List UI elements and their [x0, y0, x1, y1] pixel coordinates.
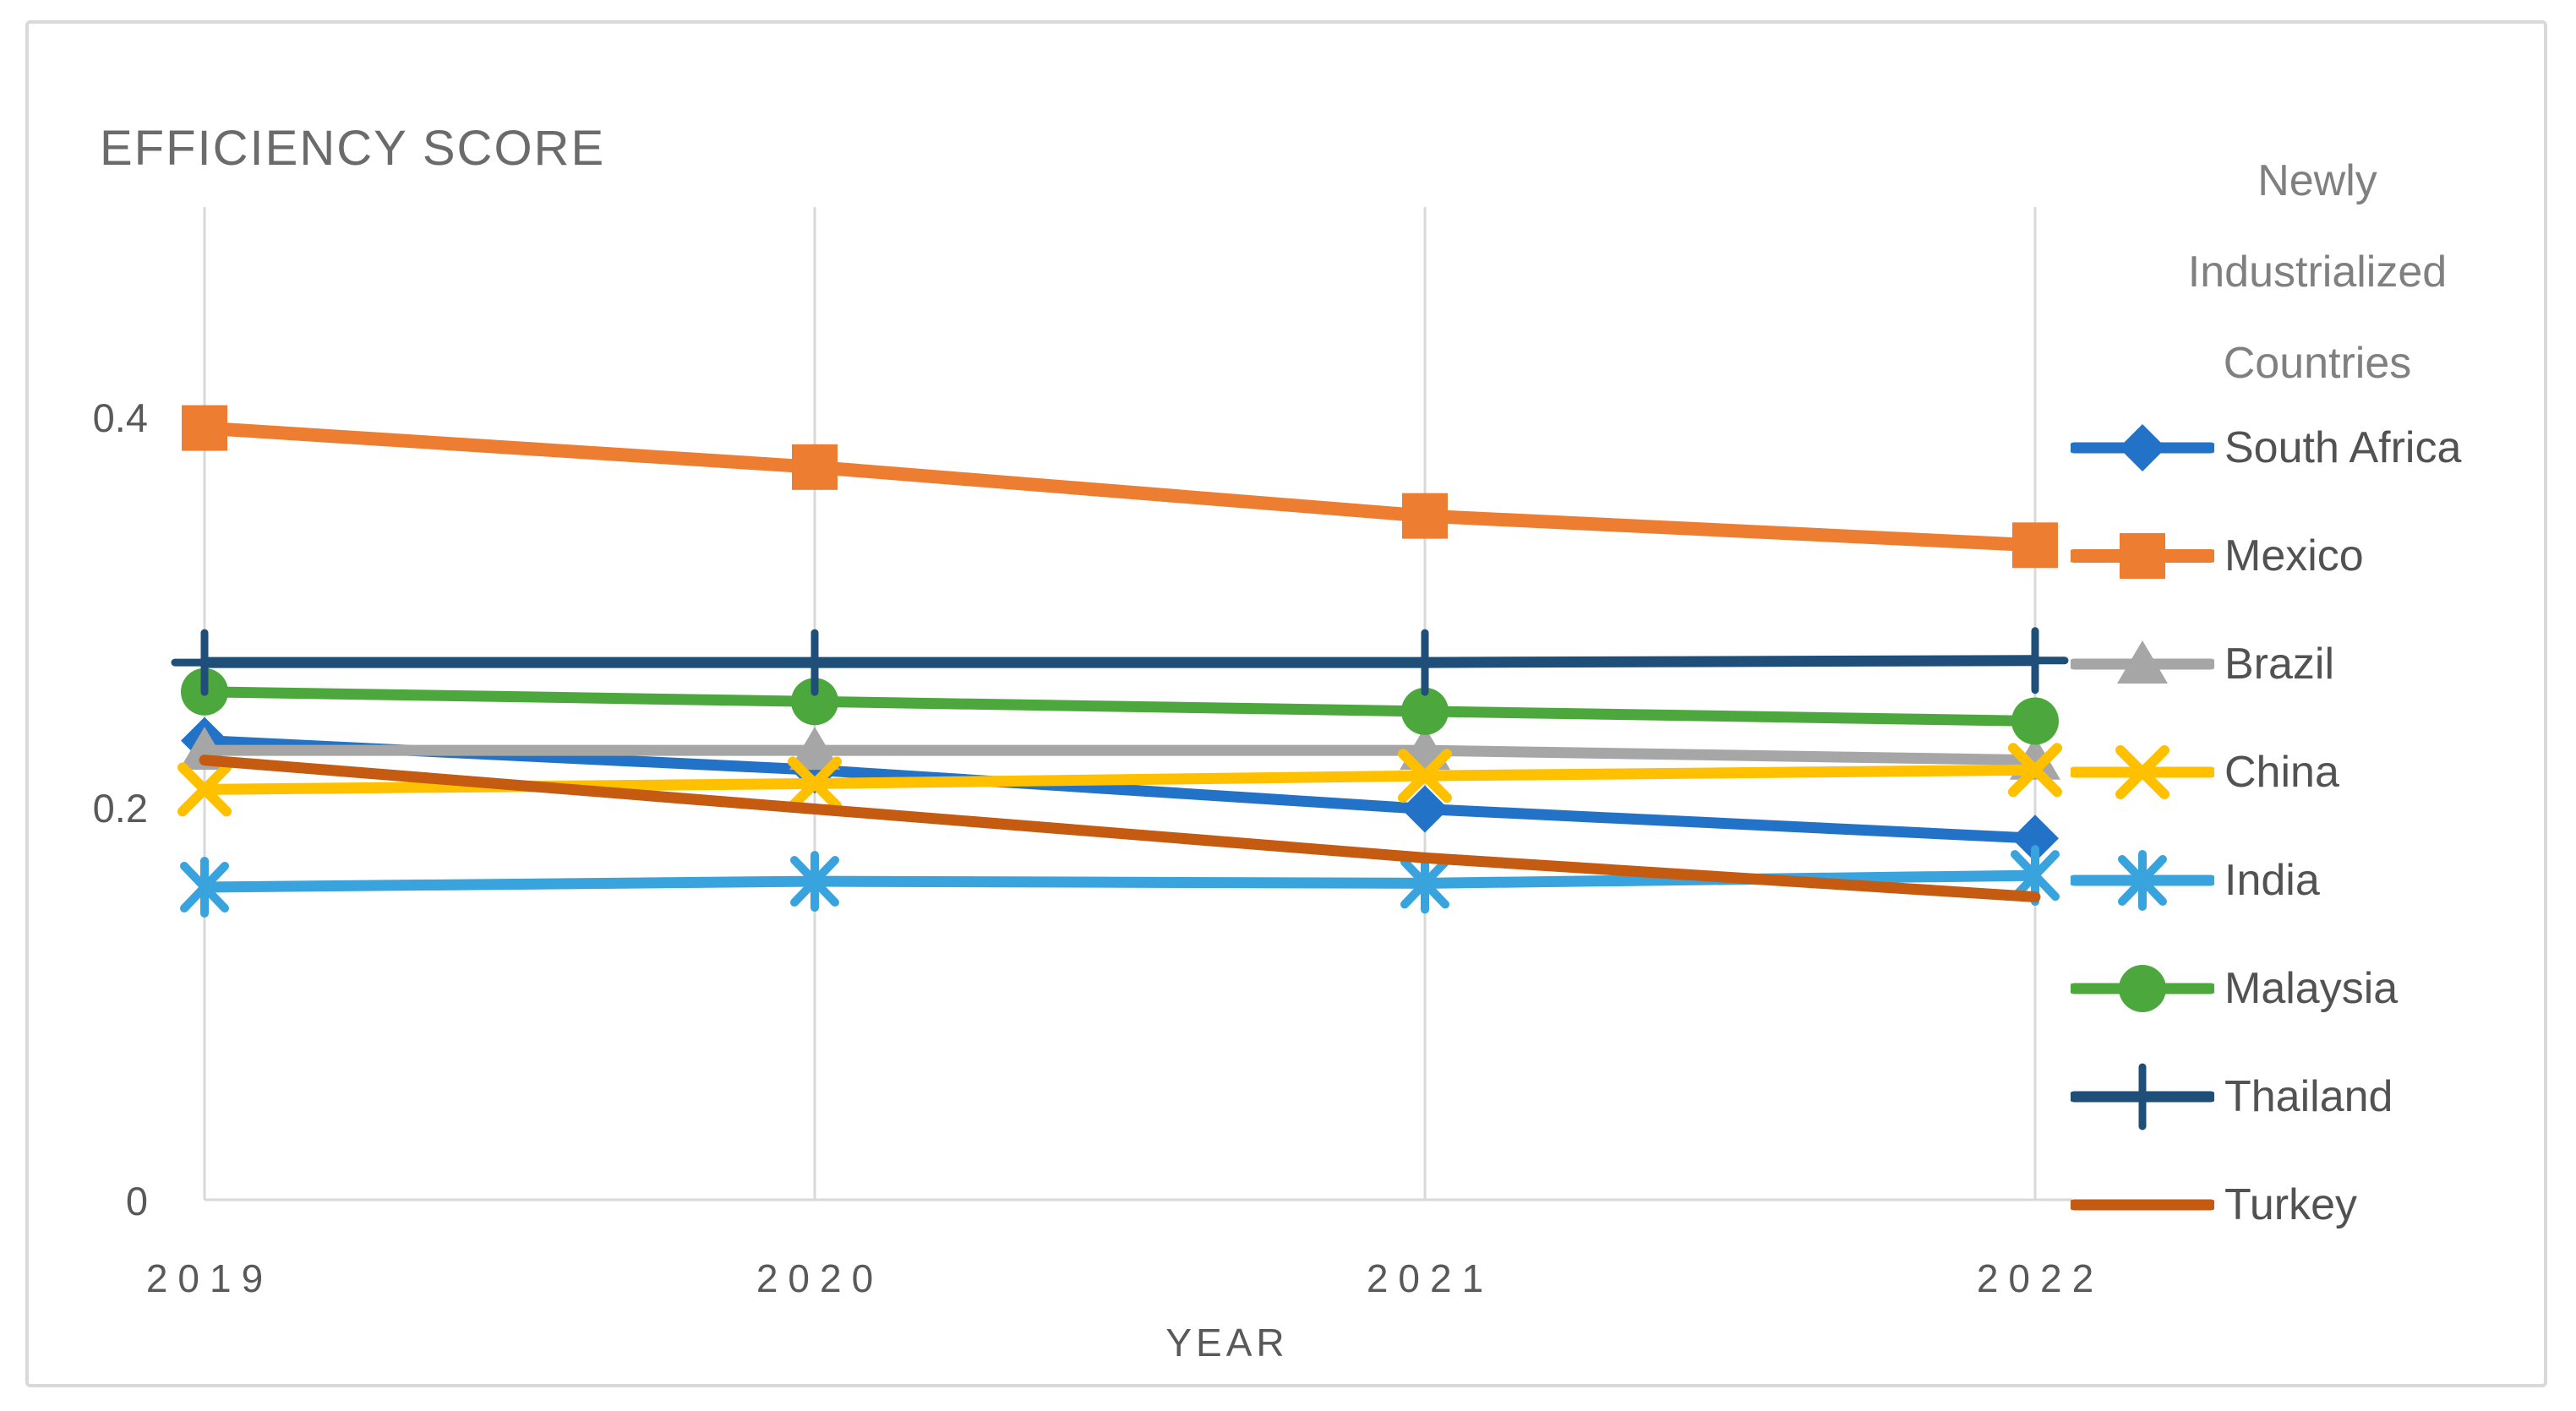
x-tick-2022: 2022: [1976, 1256, 2104, 1300]
legend-item-south-africa: South Africa: [2071, 400, 2461, 495]
y-tick-0: 0: [125, 1179, 148, 1223]
legend-item-brazil: Brazil: [2071, 617, 2334, 711]
legend-item-malaysia: Malaysia: [2071, 941, 2398, 1036]
legend-label: Brazil: [2224, 640, 2335, 689]
x-tick-2020: 2020: [756, 1256, 884, 1300]
legend-label: China: [2224, 748, 2339, 797]
legend-label: Malaysia: [2224, 964, 2399, 1013]
legend-swatch-malaysia-icon: [2071, 965, 2214, 1012]
legend-swatch-brazil-icon: [2071, 640, 2214, 684]
series-malaysia: [181, 667, 2059, 745]
legend-swatch-thailand-icon: [2071, 1063, 2214, 1130]
y-tick-0p2: 0.2: [92, 786, 148, 831]
legend-item-turkey: Turkey: [2071, 1158, 2357, 1252]
legend-title: Newly Industrialized Countries: [2187, 156, 2448, 388]
x-axis-title: YEAR: [1165, 1321, 1289, 1365]
legend-swatch-china-icon: [2071, 745, 2214, 799]
legend-item-mexico: Mexico: [2071, 509, 2364, 603]
legend-label: Thailand: [2224, 1072, 2393, 1121]
legend-item-india: India: [2071, 833, 2320, 928]
legend-label: India: [2224, 856, 2320, 905]
series-turkey: [199, 755, 2041, 903]
x-tick-2021: 2021: [1366, 1256, 1494, 1300]
legend-label: Turkey: [2224, 1180, 2357, 1229]
series-thailand: [171, 627, 2069, 696]
legend-swatch-south-africa-icon: [2071, 424, 2214, 471]
legend-swatch-turkey-icon: [2071, 1199, 2214, 1211]
legend-swatch-mexico-icon: [2071, 533, 2214, 579]
x-tick-2019: 2019: [145, 1256, 274, 1300]
legend-swatch-india-icon: [2071, 850, 2214, 911]
legend-item-thailand: Thailand: [2071, 1049, 2393, 1144]
series-mexico: [182, 405, 2058, 569]
legend-label: South Africa: [2224, 423, 2462, 472]
y-tick-0p4: 0.4: [92, 395, 148, 440]
chart-border: [25, 20, 2547, 1387]
legend-label: Mexico: [2224, 531, 2364, 580]
chart-title: EFFICIENCY SCORE: [100, 121, 606, 176]
legend-item-china: China: [2071, 725, 2339, 820]
